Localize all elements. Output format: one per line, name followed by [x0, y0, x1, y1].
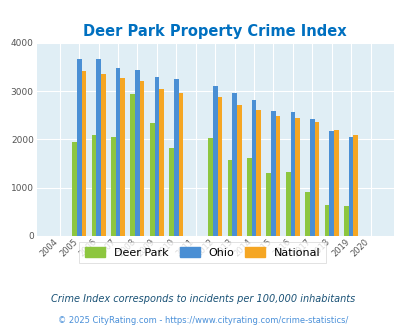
Bar: [290, 112, 294, 236]
Bar: [139, 81, 144, 236]
Bar: [251, 100, 256, 236]
Bar: [343, 206, 348, 236]
Bar: [271, 111, 275, 236]
Bar: [305, 191, 309, 236]
Bar: [135, 70, 139, 236]
Bar: [149, 123, 154, 236]
Bar: [81, 71, 86, 236]
Bar: [212, 86, 217, 236]
Bar: [275, 116, 280, 236]
Bar: [328, 131, 333, 236]
Bar: [353, 135, 357, 236]
Bar: [324, 205, 328, 236]
Bar: [217, 97, 222, 236]
Bar: [77, 59, 81, 236]
Bar: [294, 118, 299, 236]
Bar: [115, 69, 120, 236]
Bar: [159, 89, 164, 236]
Bar: [178, 93, 183, 236]
Bar: [101, 74, 105, 236]
Bar: [266, 173, 271, 236]
Bar: [130, 94, 135, 236]
Text: © 2025 CityRating.com - https://www.cityrating.com/crime-statistics/: © 2025 CityRating.com - https://www.city…: [58, 316, 347, 325]
Bar: [309, 119, 314, 236]
Text: Crime Index corresponds to incidents per 100,000 inhabitants: Crime Index corresponds to incidents per…: [51, 294, 354, 304]
Bar: [169, 148, 174, 236]
Bar: [314, 122, 318, 236]
Bar: [120, 78, 125, 236]
Bar: [72, 142, 77, 236]
Bar: [246, 158, 251, 236]
Title: Deer Park Property Crime Index: Deer Park Property Crime Index: [83, 24, 346, 39]
Bar: [111, 137, 115, 236]
Bar: [227, 160, 232, 236]
Bar: [96, 59, 101, 236]
Bar: [256, 111, 260, 236]
Bar: [208, 139, 212, 236]
Bar: [285, 172, 290, 236]
Bar: [333, 130, 338, 236]
Bar: [174, 79, 178, 236]
Bar: [237, 105, 241, 236]
Bar: [92, 135, 96, 236]
Legend: Deer Park, Ohio, National: Deer Park, Ohio, National: [79, 242, 326, 263]
Bar: [348, 137, 353, 236]
Bar: [154, 77, 159, 236]
Bar: [232, 93, 237, 236]
